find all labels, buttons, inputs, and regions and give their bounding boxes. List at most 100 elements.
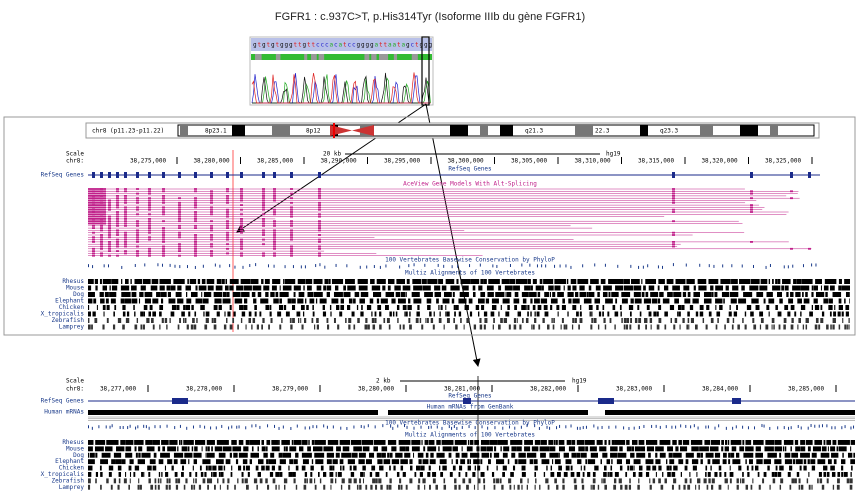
base-letter: t [312,42,316,49]
alignment-block [241,279,251,284]
conservation-bar [586,426,587,429]
alignment-block [467,446,473,451]
alignment-block [312,440,315,445]
alignment-block [88,440,93,445]
conservation-bar [146,425,147,428]
alignment-block [456,459,458,464]
alignment-block [831,453,838,458]
alignment-block [511,453,515,458]
conservation-bar [162,264,163,267]
exon [240,243,243,245]
exon [262,234,265,236]
alignment-block [743,453,753,458]
alignment-block [837,485,840,490]
alignment-block [599,312,601,317]
alignment-block [634,292,641,297]
alignment-block [746,485,748,490]
alignment-block [495,292,504,297]
exon [124,243,127,245]
alignment-block [320,478,321,483]
alignment-block [580,292,587,297]
alignment-block [131,286,137,291]
conservation-bar [560,265,561,268]
alignment-block [571,472,575,477]
alignment-block [159,325,160,330]
alignment-block [567,440,572,445]
alignment-block [783,325,786,330]
base-letter: c [411,42,415,49]
exon [100,234,103,236]
exon [178,248,181,250]
alignment-block [493,318,495,323]
alignment-block [624,279,630,284]
alignment-block [193,466,194,471]
conservation-bar [565,264,566,267]
alignment-block [390,453,393,458]
exon [226,200,229,202]
exon [290,197,293,199]
alignment-block [826,440,831,445]
alignment-block [298,318,299,323]
alignment-block [760,325,761,330]
alignment-block [449,453,452,458]
alignment-block [226,318,227,323]
alignment-block [430,453,433,458]
alignment-block [665,478,667,483]
alignment-block [399,478,401,483]
alignment-block [409,325,412,330]
alignment-block [707,485,709,490]
alignment-block [244,286,252,291]
alignment-block [303,459,309,464]
position-label: 38,285,000 [788,386,825,393]
alignment-block [807,478,808,483]
alignment-block [231,440,236,445]
alignment-block [377,459,382,464]
track-title: 100 Vertebrates Basewise Conservation by… [385,257,555,264]
exon [108,218,111,220]
alignment-block [375,478,378,483]
alignment-block [598,325,599,330]
alignment-block [194,446,197,451]
alignment-block [396,292,400,297]
conservation-bar [788,265,789,268]
alignment-block [515,292,519,297]
alignment-block [809,485,811,490]
alignment-block [413,299,421,304]
exon [194,220,197,222]
alignment-block [517,485,519,490]
alignment-block [641,446,645,451]
track-label: RefSeq Genes [41,172,85,179]
exon [210,234,213,236]
band-label: 22.3 [595,128,610,135]
alignment-block [299,446,303,451]
alignment-block [237,478,238,483]
alignment-block [353,446,362,451]
alignment-block [731,299,737,304]
alignment-block [739,446,744,451]
conservation-bar [814,425,815,428]
alignment-block [350,466,352,471]
exon [136,220,139,222]
alignment-block [486,299,489,304]
alignment-block [653,312,656,317]
alignment-block [167,446,176,451]
alignment-block [253,299,256,304]
alignment-block [88,472,91,477]
alignment-block [418,453,424,458]
alignment-block [524,446,530,451]
exon [240,209,243,211]
exon [240,239,243,241]
alignment-block [234,485,236,490]
exon [273,236,276,238]
exon [92,236,95,238]
alignment-block [238,466,241,471]
alignment-block [721,446,723,451]
alignment-block [314,453,324,458]
alignment-block [232,318,234,323]
exon [194,202,197,204]
alignment-block [533,325,535,330]
alignment-block [758,472,760,477]
alignment-block [109,472,112,477]
exon [672,232,675,234]
alignment-block [418,459,421,464]
